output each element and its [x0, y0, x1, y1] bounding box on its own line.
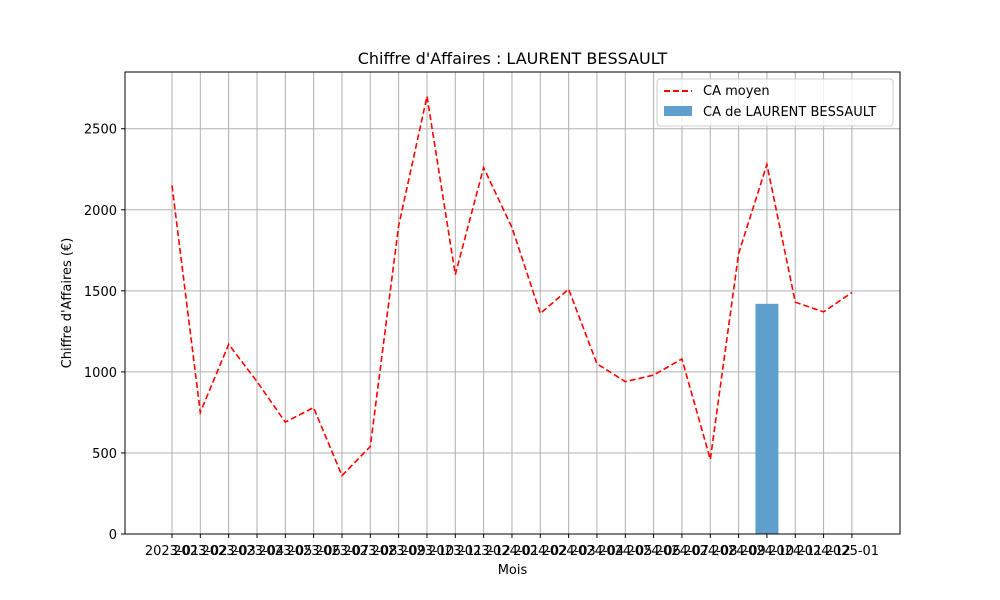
- x-tick-label: 2024-11: [768, 544, 822, 559]
- x-tick-label: 2024-10: [740, 544, 794, 559]
- x-tick-label: 2024-09: [711, 544, 765, 559]
- y-tick-label: 0: [109, 528, 117, 543]
- x-tick-label: 2023-07: [315, 544, 369, 559]
- bar-ca-laurent: [755, 303, 779, 534]
- y-tick-label: 1000: [84, 366, 117, 381]
- x-tick-label: 2024-04: [570, 544, 624, 559]
- y-tick-label: 2500: [84, 123, 117, 138]
- grid-layer: [125, 72, 900, 535]
- x-tick-label: 2024-06: [626, 544, 680, 559]
- x-tick-label: 2023-05: [258, 544, 312, 559]
- chart-title: Chiffre d'Affaires : LAURENT BESSAULT: [358, 49, 668, 68]
- y-tick-label: 1500: [84, 285, 117, 300]
- legend-label-ca-moyen: CA moyen: [703, 84, 770, 99]
- y-tick-label: 2000: [84, 204, 117, 219]
- legend-box: [656, 78, 894, 127]
- y-axis-label: Chiffre d'Affaires (€): [60, 238, 75, 369]
- x-tick-label: 2024-12: [796, 544, 850, 559]
- x-tick-label: 2025-01: [825, 544, 879, 559]
- x-tick-label: 2024-08: [683, 544, 737, 559]
- x-tick-label: 2023-06: [286, 544, 340, 559]
- x-tick-label: 2023-03: [201, 544, 255, 559]
- axis-layer: 2023-012023-022023-032023-042023-052023-…: [84, 123, 879, 559]
- line-ca-moyen: [171, 96, 853, 478]
- x-tick-label: 2023-02: [173, 544, 227, 559]
- x-tick-label: 2024-07: [655, 544, 709, 559]
- x-tick-label: 2023-09: [371, 544, 425, 559]
- x-axis-label: Mois: [498, 563, 528, 578]
- x-tick-label: 2023-01: [145, 544, 199, 559]
- x-tick-label: 2024-02: [513, 544, 567, 559]
- x-tick-label: 2024-03: [541, 544, 595, 559]
- x-tick-label: 2024-01: [485, 544, 539, 559]
- y-tick-label: 500: [92, 447, 117, 462]
- line-layer: [171, 96, 853, 478]
- x-tick-label: 2023-10: [400, 544, 454, 559]
- legend-swatch-ca-laurent: [664, 106, 692, 116]
- x-tick-label: 2023-04: [230, 544, 284, 559]
- plot-frame: [124, 71, 901, 535]
- x-tick-label: 2023-11: [428, 544, 482, 559]
- legend: CA moyen CA de LAURENT BESSAULT: [656, 78, 894, 127]
- legend-label-ca-laurent: CA de LAURENT BESSAULT: [703, 105, 876, 120]
- x-tick-label: 2024-05: [598, 544, 652, 559]
- x-tick-label: 2023-12: [456, 544, 510, 559]
- bar-layer: [755, 303, 779, 534]
- x-tick-label: 2023-08: [343, 544, 397, 559]
